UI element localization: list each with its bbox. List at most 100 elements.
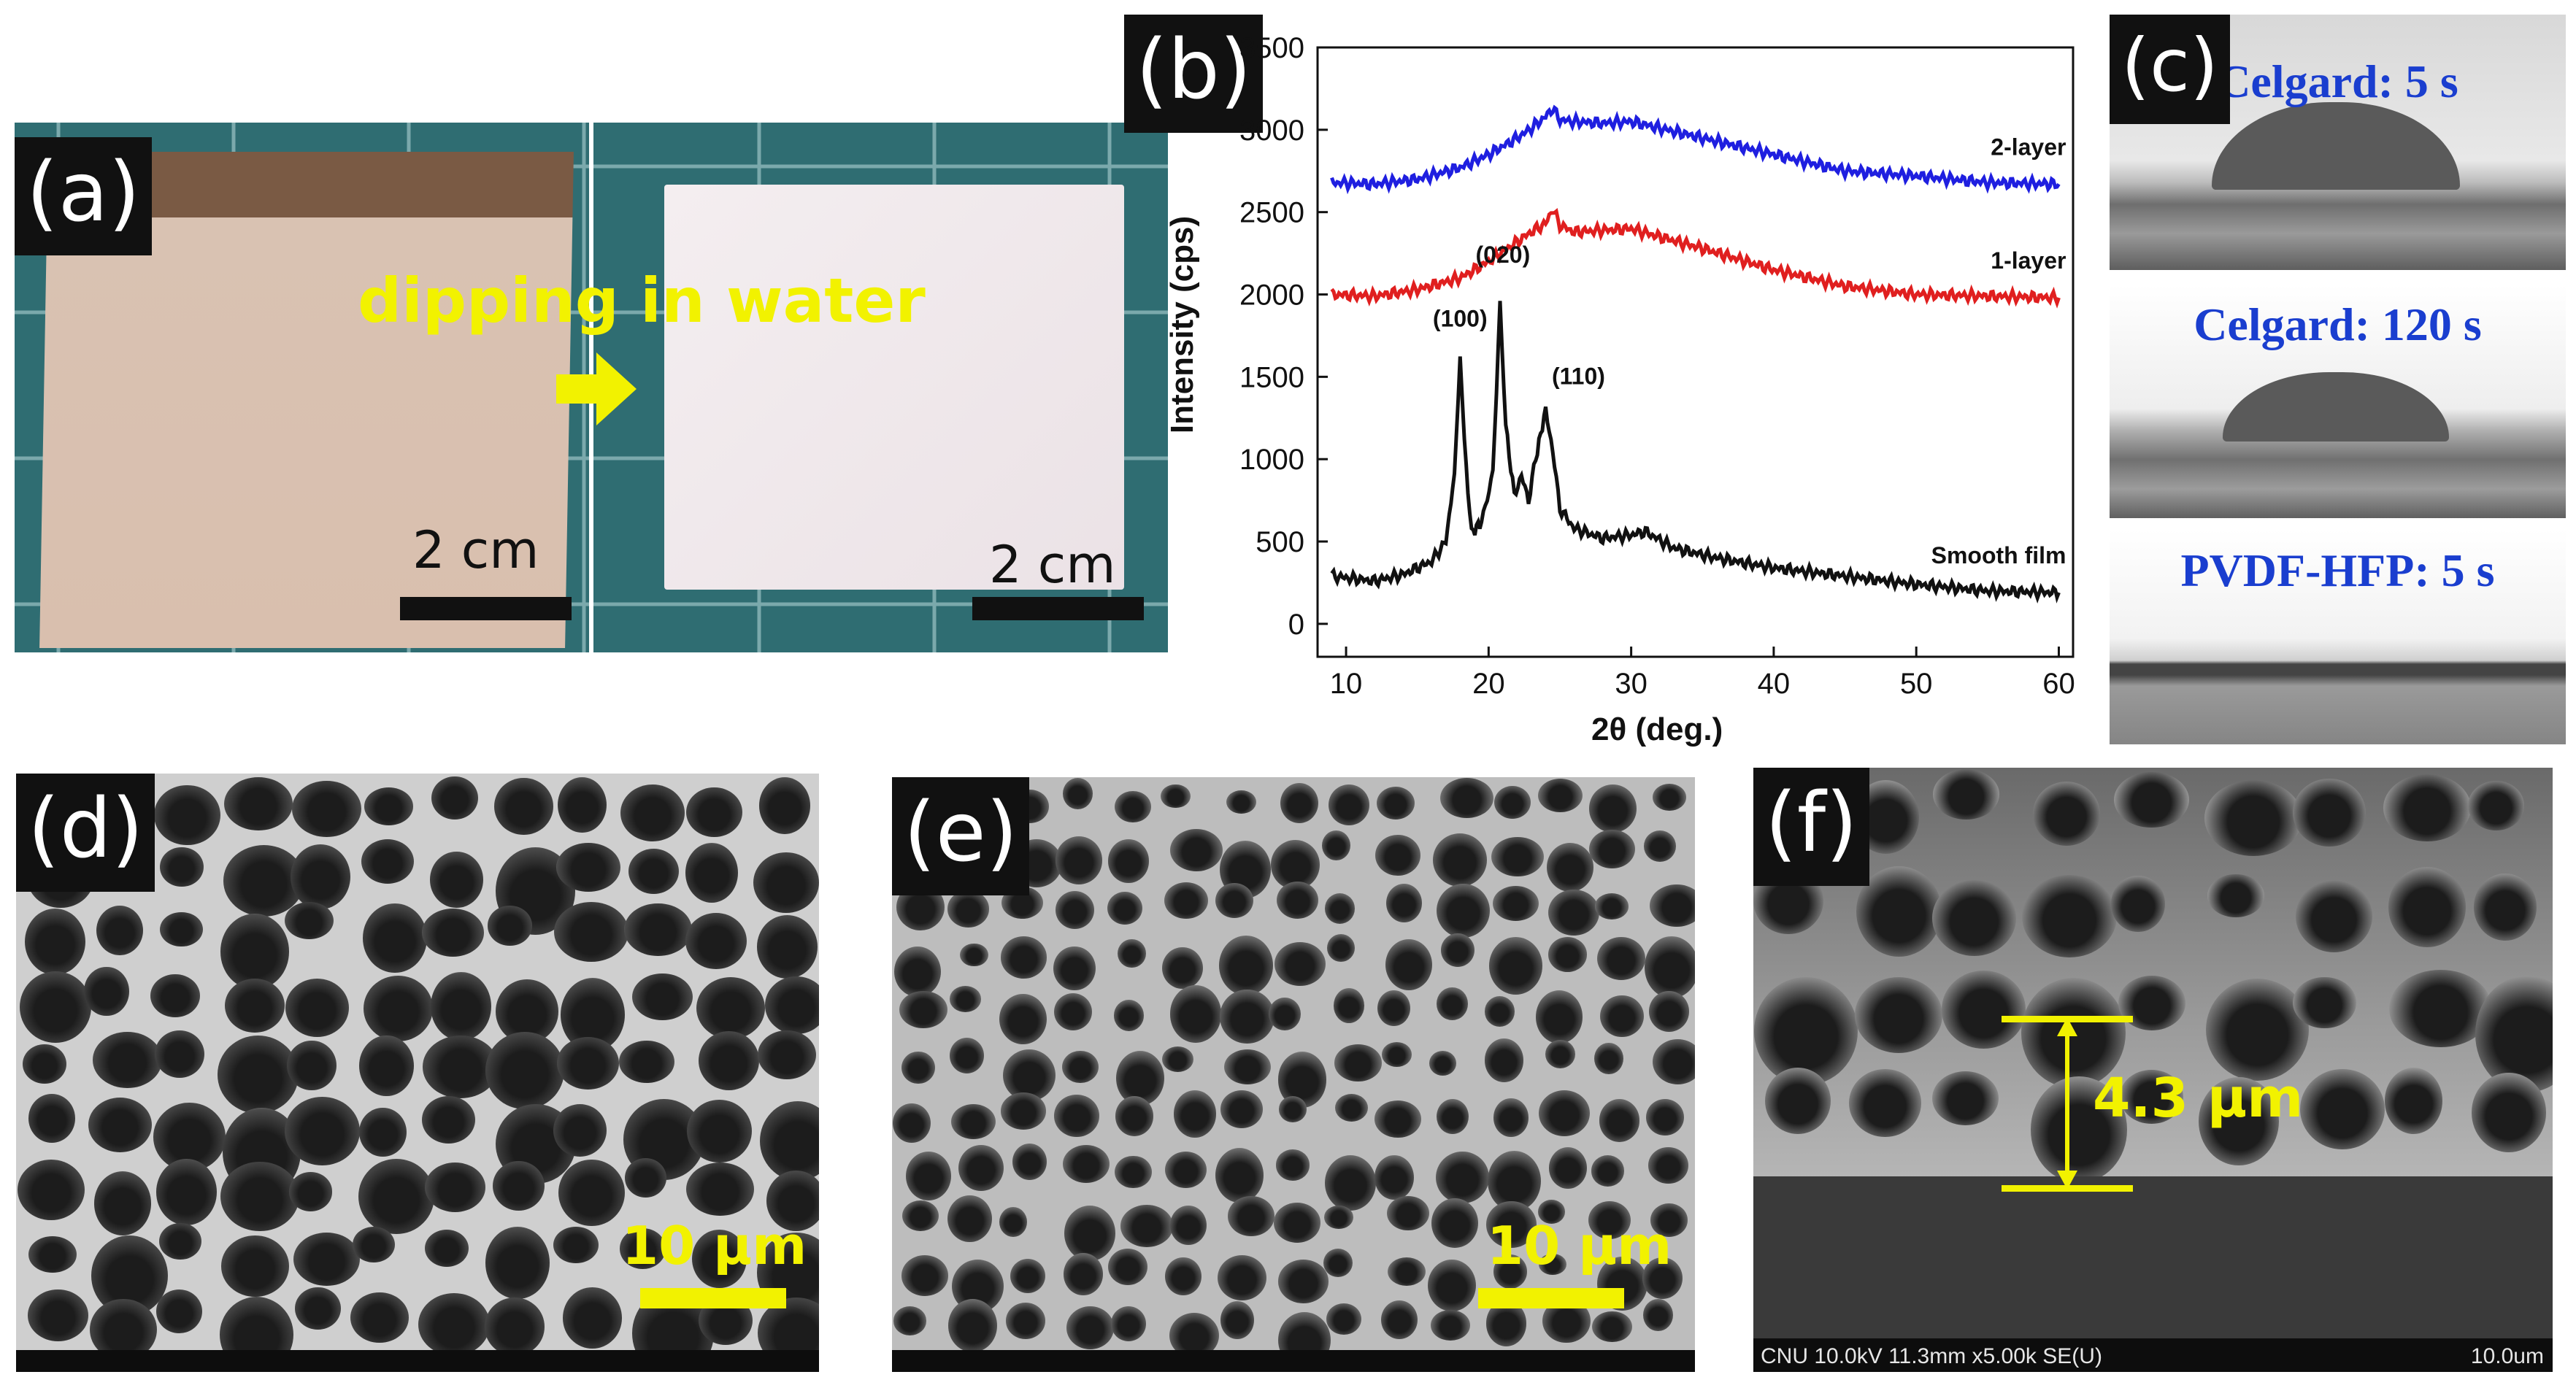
pore xyxy=(1439,777,1494,819)
pore xyxy=(1754,976,1858,1086)
pore xyxy=(1334,1093,1369,1122)
pore xyxy=(2295,880,2372,953)
pore xyxy=(1642,1257,1683,1299)
pore xyxy=(1643,1298,1674,1331)
x-tick-label: 40 xyxy=(1758,668,1791,700)
pore xyxy=(905,1151,951,1200)
pore xyxy=(2111,876,2165,933)
substrate xyxy=(1753,1176,2553,1338)
pore xyxy=(1062,778,1093,810)
pore xyxy=(624,903,692,957)
pore xyxy=(28,1236,77,1273)
pore xyxy=(1430,1310,1470,1341)
pore xyxy=(553,1104,607,1157)
pore xyxy=(1537,778,1583,813)
pore xyxy=(892,1103,931,1144)
pore xyxy=(1593,1042,1623,1075)
y-tick-label: 1500 xyxy=(1239,361,1304,393)
pore xyxy=(1548,889,1600,936)
pore xyxy=(950,1103,996,1140)
pore xyxy=(217,1035,299,1114)
pore xyxy=(901,1254,949,1297)
pore xyxy=(1218,935,1273,995)
pore xyxy=(364,787,414,826)
pore xyxy=(494,777,553,836)
scale-label-left: 2 cm xyxy=(412,520,539,580)
pore xyxy=(1589,829,1635,869)
pore xyxy=(93,1032,162,1089)
pore xyxy=(558,776,607,833)
pore xyxy=(1170,1206,1207,1245)
pore xyxy=(1173,1090,1217,1138)
pore xyxy=(893,1306,927,1335)
pore xyxy=(421,909,484,957)
pore xyxy=(1333,987,1364,1023)
pore xyxy=(1010,1258,1046,1294)
pore xyxy=(1120,1205,1173,1247)
panel-c-contact-angle: Celgard: 5 s Celgard: 120 s PVDF-HFP: 5 … xyxy=(2110,15,2566,744)
pore xyxy=(619,1040,675,1083)
pore xyxy=(2383,774,2471,842)
pore xyxy=(1650,1203,1688,1237)
droplet-shape-2 xyxy=(2223,372,2449,442)
panel-f-sem-cross-section: (f) 4.3 µm CNU 10.0kV 11.3mm x5.00k SE(U… xyxy=(1753,768,2553,1372)
pore xyxy=(1275,1149,1310,1181)
panel-a-label: (a) xyxy=(15,137,153,255)
pore xyxy=(1644,936,1695,998)
pore xyxy=(1169,985,1222,1043)
pore xyxy=(901,1052,935,1084)
pore xyxy=(1268,997,1301,1031)
pore xyxy=(1223,1049,1272,1085)
thickness-label: 4.3 µm xyxy=(2093,1067,2304,1130)
pore xyxy=(493,1160,545,1211)
pore xyxy=(1012,1144,1047,1180)
pore xyxy=(1114,1000,1144,1031)
sem-info-bar xyxy=(16,1350,819,1372)
pore xyxy=(893,946,942,998)
series-line-2-layer xyxy=(1330,104,2061,195)
y-tick-label: 1000 xyxy=(1239,444,1304,476)
pore xyxy=(2032,781,2101,846)
pore xyxy=(1326,1303,1362,1335)
series-line-smooth-film xyxy=(1330,301,2061,604)
pore xyxy=(156,1159,217,1225)
pore xyxy=(1000,936,1047,979)
right-arrow-icon xyxy=(556,352,637,425)
panel-e-label: (e) xyxy=(892,777,1030,895)
pore xyxy=(1107,1248,1147,1286)
pore xyxy=(1764,1067,1831,1135)
pore xyxy=(2114,771,2189,828)
peak-annotation: (020) xyxy=(1476,242,1531,268)
pore xyxy=(290,844,350,909)
pore xyxy=(285,901,334,939)
pore xyxy=(1000,1092,1046,1130)
pore xyxy=(1594,893,1629,919)
peak-annotation: (100) xyxy=(1433,306,1488,332)
pore xyxy=(1055,890,1095,929)
pore xyxy=(1108,839,1149,883)
pore xyxy=(1856,866,1942,957)
pore xyxy=(2205,978,2310,1082)
droplet-image-3: PVDF-HFP: 5 s xyxy=(2110,529,2566,744)
pore xyxy=(632,973,693,1021)
pore xyxy=(958,1144,1004,1191)
pore xyxy=(1547,936,1588,972)
pore xyxy=(1386,1195,1429,1231)
pore xyxy=(364,975,434,1041)
sem-info-text: CNU 10.0kV 11.3mm x5.00k SE(U) xyxy=(1761,1344,2102,1368)
pore xyxy=(1323,1248,1353,1277)
pore xyxy=(696,976,765,1040)
xrd-plot: 10 20 30 40 50 60 0 500 1000 1500 2000 2500 3000 3500… xyxy=(1239,32,2075,700)
pore xyxy=(947,1195,992,1243)
pore xyxy=(2293,976,2356,1029)
pore xyxy=(1436,1151,1490,1204)
pore xyxy=(1381,1300,1418,1339)
pore xyxy=(84,966,129,1017)
pore xyxy=(160,911,203,946)
pore-texture xyxy=(16,774,819,1372)
pore xyxy=(753,852,819,914)
pore xyxy=(1535,990,1583,1044)
sem-info-bar xyxy=(892,1350,1695,1372)
scale-bar-left xyxy=(400,597,572,620)
pore xyxy=(1226,790,1257,814)
